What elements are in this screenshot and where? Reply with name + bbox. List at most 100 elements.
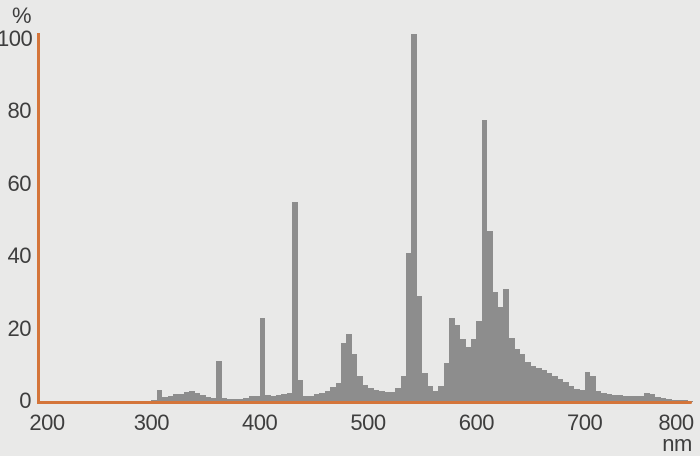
spectrum-bar [330, 386, 336, 401]
spectrum-bar [243, 398, 250, 401]
spectrum-bar [167, 395, 174, 401]
spectrum-bar [476, 321, 483, 401]
spectrum-bar [205, 397, 212, 401]
spectrum-bar [530, 365, 537, 401]
spectrum-bar [438, 386, 445, 401]
spectrum-bar [297, 380, 304, 401]
spectrum-bar [351, 353, 358, 401]
spectrum-bar [335, 382, 342, 401]
spectrum-bar [308, 395, 315, 401]
spectrum-bar [682, 400, 688, 401]
spectrum-bar [573, 388, 580, 401]
y-axis-line [37, 33, 40, 404]
spectrum-bar [606, 394, 613, 401]
x-tick-label: 300 [133, 410, 170, 435]
spectrum-bar [508, 337, 515, 401]
spectrum-bar [270, 395, 277, 401]
spectrum-bar [324, 390, 331, 401]
spectrum-bar [487, 230, 493, 401]
spectrum-bar [525, 362, 531, 401]
spectrum-bar [254, 395, 260, 401]
spectrum-bar [313, 394, 320, 401]
spectrum-bar [378, 390, 385, 401]
y-tick-label: 0 [19, 388, 31, 413]
spectrum-bar [216, 361, 223, 401]
spectrum-bar [611, 394, 618, 401]
spectrum-bar [470, 339, 477, 401]
spectrum-bar [357, 375, 363, 401]
spectrum-bar [633, 395, 640, 401]
x-tick-label: 600 [458, 410, 495, 435]
spectrum-bar [151, 399, 158, 401]
spectrum-bar [248, 395, 255, 401]
spectrum-bar [400, 375, 407, 401]
spectrum-bar [584, 372, 591, 401]
spectrum-bar [389, 391, 396, 401]
spectrum-bar [178, 393, 185, 401]
spectrum-bar [579, 390, 585, 401]
spectrum-bar [319, 392, 325, 401]
spectrum-bar [590, 375, 596, 401]
spectrum-bar [427, 386, 434, 401]
y-tick-label: 20 [7, 315, 32, 341]
spectrum-bar [568, 386, 575, 401]
spectrum-bar [600, 393, 607, 401]
x-tick-label: 800 [658, 410, 694, 435]
spectrum-bar [492, 292, 499, 401]
spectrum-bar [563, 382, 569, 401]
y-tick-label: 100 [0, 26, 33, 51]
spectrum-bar [649, 394, 656, 401]
spectrum-bar [546, 373, 553, 401]
spectrum-bar [622, 395, 629, 401]
spectrum-bar [416, 296, 423, 401]
spectrum-bar [156, 390, 163, 401]
x-tick-label: 500 [350, 410, 386, 435]
spectrum-bar [541, 370, 548, 401]
spectrum-bar [200, 395, 206, 401]
spectrum-bar [405, 252, 412, 401]
spectrum-bar [433, 390, 439, 401]
spectrum-bar [552, 375, 558, 401]
y-tick-label: 80 [7, 98, 32, 124]
x-tick-label: 200 [29, 410, 65, 435]
spectrum-bar [465, 346, 472, 401]
spectrum-bar [498, 306, 504, 401]
spectrum-bar [422, 373, 428, 401]
spectrum-bar [384, 391, 390, 401]
spectrum-bar [519, 353, 526, 401]
spectrum-bar [503, 288, 510, 401]
spectrum-bar [303, 396, 309, 401]
spectrum-bar [644, 393, 650, 401]
spectrum-bar [481, 120, 488, 401]
spectrum-bar [443, 362, 450, 401]
spectrum-bar [232, 399, 239, 401]
spectrum-bar [340, 343, 347, 401]
spectrum-bar [373, 390, 380, 401]
spectrum-bar [275, 395, 282, 401]
spectrum-bar [259, 317, 266, 401]
spectrum-bar [665, 399, 672, 401]
x-tick-label: 400 [242, 410, 278, 435]
y-axis-unit-label: % [11, 3, 32, 28]
spectrum-bar [535, 367, 542, 401]
spectrum-bar [189, 390, 195, 401]
spectrum-bar [638, 396, 645, 401]
spectrum-bar [449, 317, 455, 401]
spectrum-bar [173, 394, 179, 401]
spectrum-bar [362, 385, 369, 401]
spectrum-bar [557, 379, 564, 401]
spectrum-bar [460, 339, 466, 401]
x-axis-line [37, 401, 692, 404]
spectrum-bar [194, 392, 201, 401]
spectrum-bar [617, 395, 623, 401]
y-tick-label: 40 [7, 243, 32, 269]
spectrum-bar [238, 398, 244, 401]
spectrum-bar [210, 398, 217, 401]
spectrum-bar [368, 388, 374, 401]
spectrum-bar [411, 33, 418, 401]
spectrum-bar [265, 395, 271, 401]
spectrum-bar [395, 387, 401, 401]
spectrum-bar [514, 348, 520, 401]
spectrum-bar [454, 324, 461, 401]
